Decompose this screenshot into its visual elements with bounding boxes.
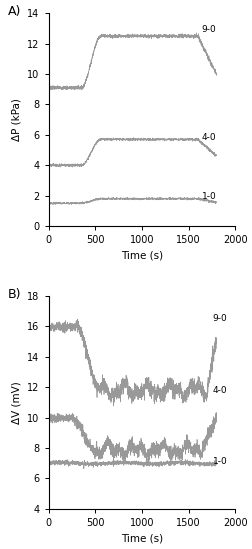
X-axis label: Time (s): Time (s) <box>120 534 162 544</box>
Text: 1-0: 1-0 <box>201 192 215 201</box>
Text: A): A) <box>8 5 21 18</box>
Text: 4-0: 4-0 <box>201 133 215 142</box>
Y-axis label: ΔP (kPa): ΔP (kPa) <box>12 98 22 141</box>
Y-axis label: ΔV (mV): ΔV (mV) <box>12 381 22 424</box>
X-axis label: Time (s): Time (s) <box>120 250 162 261</box>
Text: 9-0: 9-0 <box>212 315 227 323</box>
Text: B): B) <box>8 288 21 300</box>
Text: 4-0: 4-0 <box>212 386 227 395</box>
Text: 1-0: 1-0 <box>212 457 227 466</box>
Text: 9-0: 9-0 <box>201 25 215 35</box>
